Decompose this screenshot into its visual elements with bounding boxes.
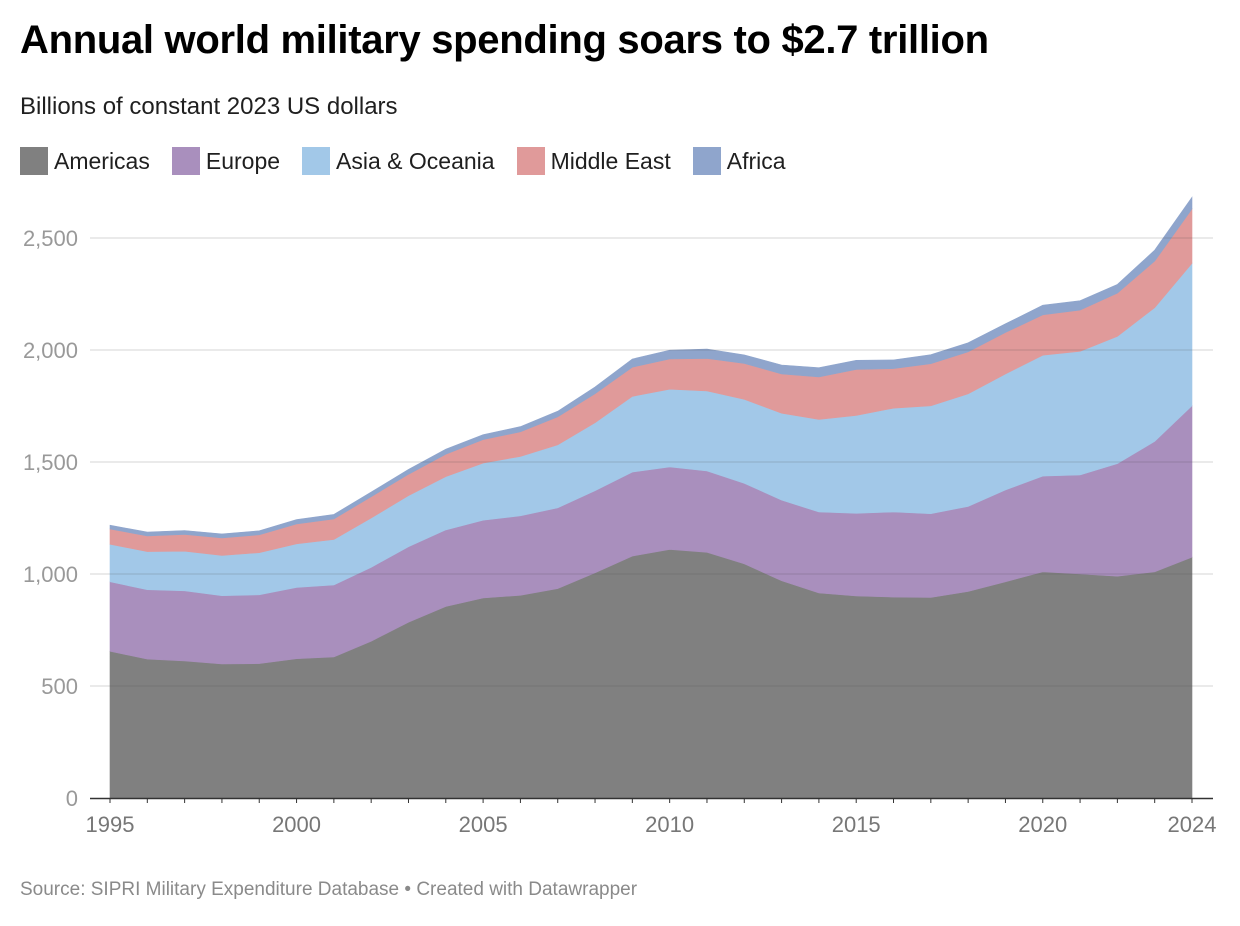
x-tick-label: 2000	[272, 812, 321, 837]
legend-swatch	[20, 147, 48, 175]
legend-label: Americas	[54, 147, 150, 174]
legend-label: Asia & Oceania	[336, 147, 495, 174]
x-tick-label: 2015	[832, 812, 881, 837]
legend-swatch	[302, 147, 331, 175]
area-chart: 0 500 1,000 1,500 2,000 2,500 1995 2000 2005 2010…	[23, 196, 1217, 837]
legend-swatch	[692, 147, 721, 175]
legend-label: Africa	[726, 147, 786, 174]
chart-title: Annual world military spending soars to …	[20, 18, 989, 62]
x-tick-label: 2020	[1018, 812, 1067, 837]
x-tick-label: 2005	[459, 812, 508, 837]
legend: Americas Europe Asia & Oceania Middle East A…	[20, 146, 808, 176]
legend-item: Americas	[20, 147, 150, 175]
legend-item: Europe	[171, 147, 281, 175]
x-tick-label: 2010	[645, 812, 694, 837]
legend-item: Asia & Oceania	[302, 147, 495, 175]
y-tick-label: 2,000	[23, 338, 78, 363]
legend-label: Middle East	[550, 147, 671, 174]
x-tick-label: 2024	[1168, 812, 1217, 837]
y-tick-label: 2,500	[23, 226, 78, 251]
y-tick-label: 0	[66, 786, 78, 811]
source-note: Source: SIPRI Military Expenditure Datab…	[20, 879, 638, 900]
y-tick-label: 1,000	[23, 562, 78, 587]
y-tick-label: 1,500	[23, 450, 78, 475]
area-series	[109, 196, 1193, 539]
x-tick-label: 1995	[86, 812, 135, 837]
legend-item: Middle East	[516, 147, 671, 175]
y-tick-label: 500	[41, 674, 78, 699]
legend-item: Africa	[692, 147, 786, 175]
legend-swatch	[516, 147, 545, 175]
chart-subtitle: Billions of constant 2023 US dollars	[20, 93, 398, 120]
legend-label: Europe	[205, 147, 281, 174]
legend-swatch	[171, 147, 200, 175]
